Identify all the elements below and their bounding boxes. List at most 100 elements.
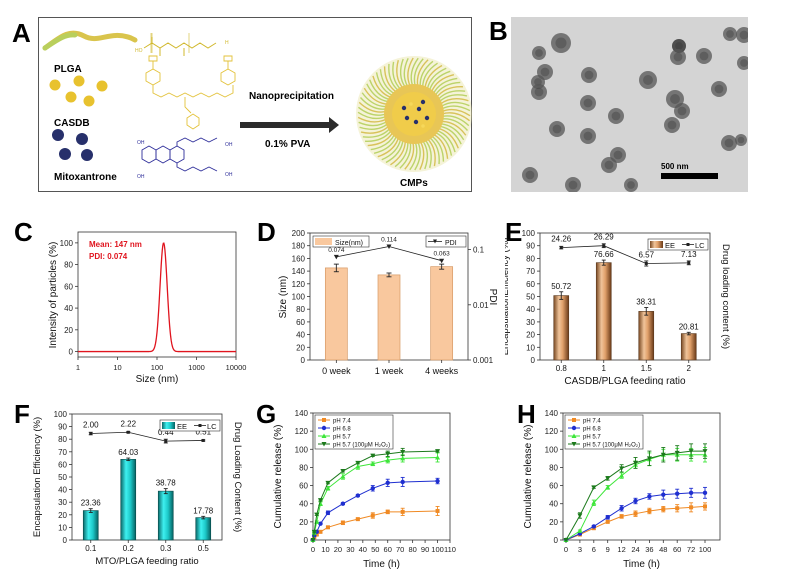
marker-circle [340, 501, 346, 506]
legend-label: pH 5.7 (100μM H₂O₂) [583, 443, 640, 449]
marker-square [435, 508, 440, 513]
marker-circle [400, 479, 405, 485]
legend-label-ee: EE [665, 241, 675, 250]
marker-square [325, 525, 330, 530]
legend-label: pH 7.4 [583, 419, 601, 425]
x-tick-label: 10 [113, 363, 121, 372]
x-tick-label: 50 [371, 545, 379, 554]
legend-label: pH 5.7 [333, 435, 351, 441]
legend-label: pH 7.4 [333, 419, 351, 425]
marker-square [355, 517, 360, 522]
marker-square [322, 418, 326, 422]
tem-particle-core [604, 160, 614, 170]
marker-circle [370, 486, 375, 491]
casdb-structure-icon [145, 55, 236, 130]
tem-particle [670, 49, 686, 65]
y-tick-label: 40 [296, 331, 305, 340]
marker-triangle-down [702, 449, 708, 454]
y-tick-label: 120 [292, 280, 306, 289]
marker-square [400, 509, 405, 514]
axis-label: Size (nm) [278, 276, 289, 319]
y-tick-label: 80 [549, 463, 558, 472]
marker-circle [688, 490, 694, 496]
y-tick-label: 60 [64, 282, 73, 291]
marker-circle [321, 425, 327, 431]
tem-particle-core [534, 87, 544, 97]
y-tick-label: 20 [296, 343, 305, 352]
marker-triangle-up [605, 484, 611, 490]
tem-particle-core [740, 59, 748, 67]
x-tick-label: 30 [346, 545, 354, 554]
tem-particle [624, 178, 638, 192]
marker-square [689, 505, 694, 510]
x-axis-label: MTO/PLGA feeding ratio [95, 556, 198, 567]
tem-particle [664, 117, 680, 133]
casdb-spheres-icon [49, 75, 108, 107]
bar-size [324, 267, 348, 361]
pdi-marker [439, 258, 445, 264]
y-tick-label: 20 [549, 518, 558, 527]
x-tick-label: 72 [687, 545, 695, 554]
bar-ee [82, 510, 99, 541]
y-tick-label: 0.1 [473, 246, 485, 255]
y-tick-label: 100 [295, 445, 309, 454]
marker-triangle-down [605, 476, 611, 481]
marker-triangle-down [646, 456, 652, 461]
marker-triangle-down [317, 498, 323, 503]
marker-triangle-up [571, 433, 577, 438]
x-tick-label: 1 [76, 363, 80, 372]
legend-swatch-size [315, 238, 332, 245]
lc-marker [644, 261, 648, 265]
x-tick-label: 20 [334, 545, 342, 554]
y-tick-label: 140 [545, 409, 559, 418]
tem-particle [551, 33, 571, 53]
tem-particle-core [714, 84, 724, 94]
bar-size [430, 266, 454, 361]
legend-label-lc: LC [695, 241, 705, 250]
x-tick-label: 0.1 [85, 544, 97, 553]
panel-label-a: A [12, 18, 31, 48]
marker-circle [591, 524, 596, 529]
tem-particle [580, 95, 596, 111]
tem-particle-core [534, 78, 542, 86]
cmp-particle-icon [356, 56, 472, 172]
y-tick-label: 50 [526, 293, 535, 302]
scale-bar-label: 500 nm [661, 162, 689, 171]
marker-triangle-down [577, 513, 583, 519]
marker-triangle-down [571, 442, 577, 447]
y-tick-label: 80 [58, 435, 67, 444]
marker-triangle-down [633, 460, 638, 466]
tem-particle-core [726, 30, 734, 38]
lc-data-label: 7.13 [681, 250, 697, 259]
y-tick-label: 100 [522, 229, 536, 238]
x-tick-label: 3 [578, 545, 582, 554]
marker-circle [605, 515, 610, 520]
y-tick-label: 40 [526, 305, 535, 314]
y-tick-label: 100 [292, 293, 306, 302]
tem-particle-core [568, 180, 578, 190]
x-tick-label: 9 [606, 545, 610, 554]
label-cmps: CMPs [400, 178, 428, 189]
bar-ee [595, 262, 612, 361]
x-tick-label: 1 week [375, 366, 404, 376]
marker-square [675, 506, 680, 511]
y-tick-label: 40 [64, 304, 73, 313]
plot-frame [77, 231, 237, 358]
synthesis-schematic: HO H OH OH [38, 17, 472, 192]
label-plga: PLGA [54, 64, 82, 75]
tem-particle-core [739, 30, 748, 40]
ee-data-label: 38.31 [636, 298, 657, 307]
pdi-marker [333, 254, 339, 260]
legend-marker-lc [686, 243, 690, 246]
marker-square [605, 519, 610, 524]
x-tick-label: 1000 [188, 363, 205, 372]
lc-marker [126, 430, 130, 434]
tem-image: 500 nm [511, 17, 748, 192]
mitoxantrone-structure-icon: OH OH OH OH [137, 137, 233, 180]
y-tick-label: 90 [526, 242, 535, 251]
tem-particle-core [667, 120, 677, 130]
y-tick-label: 50 [58, 473, 67, 482]
panel-label-h: H [517, 399, 536, 429]
y-tick-label: 20 [299, 518, 308, 527]
x-tick-label: 0.3 [160, 544, 172, 553]
